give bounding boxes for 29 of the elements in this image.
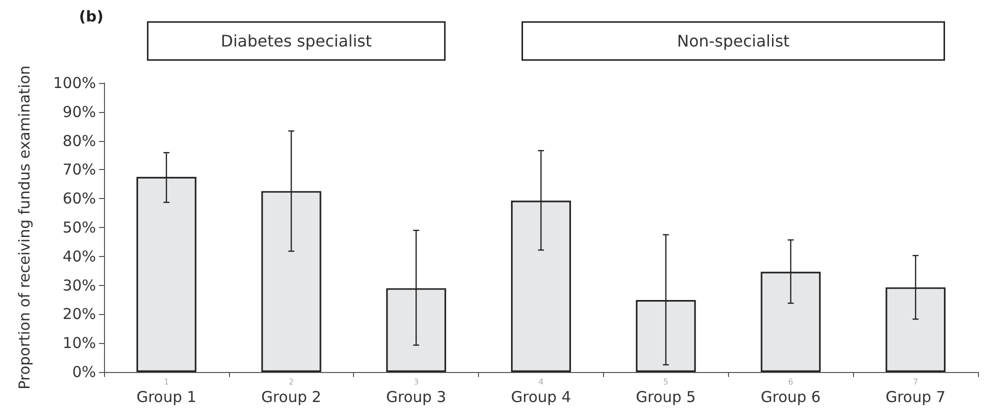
y-tick-label: 90% [62, 102, 96, 121]
text: 4 [538, 378, 544, 386]
chart-title: (b) [79, 8, 104, 26]
x-tick-label: Group 3 [386, 388, 446, 406]
text: Non-specialist [677, 32, 790, 50]
x-tick-label: Group 2 [261, 388, 322, 406]
x-tick-label: Group 5 [636, 388, 696, 406]
text: 2 [288, 378, 294, 386]
y-tick-label: 0% [72, 363, 96, 381]
text: Diabetes specialist [220, 32, 372, 50]
y-axis-title: Proportion of receiving fundus examination [16, 65, 34, 390]
text: 5 [663, 378, 668, 386]
y-tick-label: 60% [62, 190, 96, 208]
x-tick-label: Group 7 [886, 388, 946, 406]
y-tick-label: 70% [62, 160, 96, 179]
y-tick-label: 80% [62, 132, 96, 150]
x-tick-label: Group 1 [136, 388, 196, 406]
text: 6 [788, 378, 794, 386]
y-tick-label: 30% [62, 276, 96, 294]
text: 1 [164, 378, 169, 386]
text: 7 [913, 378, 918, 386]
y-tick-label: 40% [62, 247, 96, 266]
y-tick-label: 20% [62, 305, 96, 324]
y-tick-label: 10% [62, 334, 96, 352]
x-tick-label: Group 6 [760, 388, 821, 406]
y-tick-label: 100% [53, 74, 96, 92]
y-tick-label: 50% [62, 218, 96, 236]
x-tick-label: Group 4 [511, 388, 571, 406]
text: 3 [414, 378, 419, 386]
